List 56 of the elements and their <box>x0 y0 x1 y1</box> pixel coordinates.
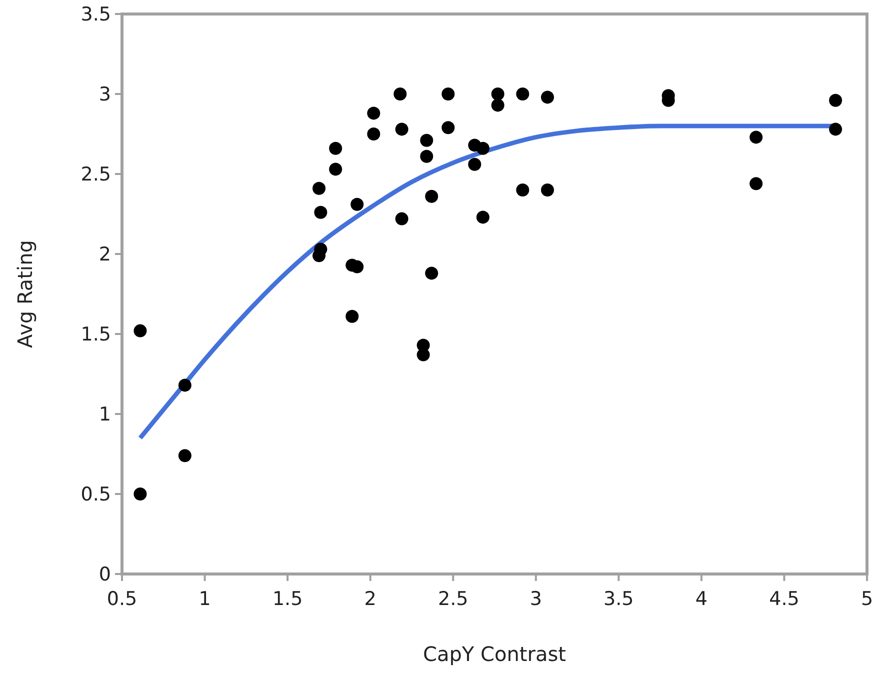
point <box>312 249 326 262</box>
x-tick-label: 4.5 <box>769 588 800 610</box>
point <box>416 348 430 362</box>
point <box>134 488 147 500</box>
x-tick-label: 3 <box>530 588 542 610</box>
point <box>491 98 504 112</box>
y-tick-label: 1 <box>98 404 111 426</box>
point <box>476 210 490 224</box>
point <box>476 142 490 155</box>
point <box>468 158 482 171</box>
point <box>178 449 192 462</box>
point <box>329 162 342 176</box>
x-tick-label: 1.5 <box>272 588 303 610</box>
x-tick-label: 5 <box>860 588 874 610</box>
point <box>540 184 554 196</box>
y-axis-title: Avg Rating <box>13 240 37 348</box>
point <box>367 106 380 120</box>
point <box>750 130 763 144</box>
y-tick-label: 2 <box>98 244 111 266</box>
point <box>442 121 455 134</box>
y-tick-label: 3.5 <box>80 4 111 26</box>
point <box>540 90 554 104</box>
point <box>425 190 438 203</box>
y-tick-label: 0 <box>98 564 111 586</box>
point <box>420 150 434 163</box>
y-tick-label: 3 <box>98 84 111 106</box>
point <box>394 88 407 100</box>
y-tick-label: 0.5 <box>80 484 111 506</box>
y-tick-label: 1.5 <box>80 324 111 346</box>
x-tick-label: 1 <box>198 588 211 610</box>
point <box>178 378 192 392</box>
x-axis-title: CapY Contrast <box>423 642 566 666</box>
point <box>491 88 504 100</box>
point <box>829 122 842 136</box>
point <box>829 94 842 107</box>
point <box>750 177 763 190</box>
point <box>442 88 455 100</box>
y-tick-label: 2.5 <box>80 164 111 186</box>
point <box>420 134 434 147</box>
point <box>346 310 359 323</box>
point <box>312 182 326 195</box>
point <box>516 184 530 196</box>
point <box>516 88 530 100</box>
x-tick-label: 2.5 <box>438 588 468 610</box>
point <box>350 260 364 274</box>
point <box>329 142 342 155</box>
point <box>367 128 380 140</box>
point <box>395 122 408 136</box>
point <box>395 212 408 226</box>
x-tick-label: 2 <box>364 588 376 610</box>
point <box>425 266 438 280</box>
point <box>314 206 328 219</box>
x-tick-label: 3.5 <box>604 588 634 610</box>
point <box>134 324 147 338</box>
point <box>350 198 364 211</box>
x-tick-label: 4 <box>695 588 708 610</box>
